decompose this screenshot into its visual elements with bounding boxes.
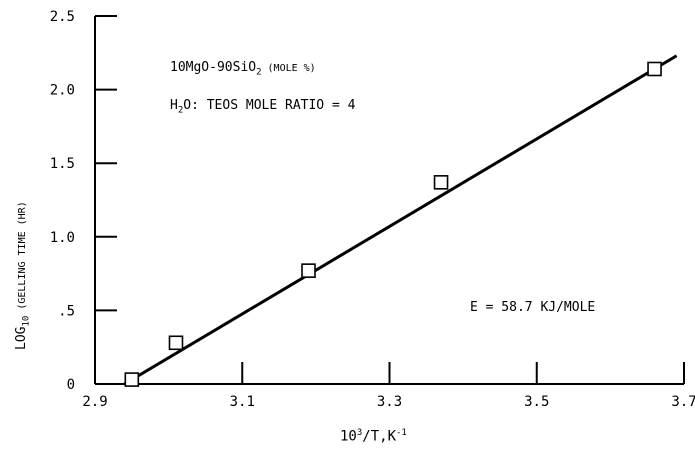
composition-annotation: 10MgO-90SiO2 (MOLE %)	[170, 60, 316, 78]
y-tick-label: 1.5	[50, 156, 75, 172]
activation-energy-annotation: E = 58.7 KJ/MOLE	[470, 300, 596, 315]
x-tick-label: 3.7	[671, 394, 695, 410]
y-tick-label: 2.5	[50, 9, 75, 25]
y-tick-label: 2.0	[50, 83, 75, 99]
y-tick-label: 1.0	[50, 230, 75, 246]
x-tick-label: 3.5	[524, 394, 549, 410]
data-point-square	[433, 175, 449, 190]
x-tick-label: 3.3	[377, 394, 402, 410]
x-tick-label: 2.9	[82, 394, 107, 410]
data-point-square	[124, 372, 140, 387]
data-point-square	[301, 263, 316, 278]
x-tick-label: 3.1	[230, 394, 255, 410]
fit-line-group	[123, 54, 678, 386]
tick-marks	[94, 15, 685, 385]
fit-line	[123, 54, 678, 386]
y-tick-label: .5	[58, 303, 75, 319]
x-axis-label: 103/T,K-1	[340, 428, 407, 445]
ratio-annotation: H2O: TEOS MOLE RATIO = 4	[170, 98, 356, 116]
tick-labels: 0 .5 1.0 1.5 2.0 2.5 2.9 3.1 3.3 3.5 3.7	[50, 9, 695, 410]
data-points	[124, 61, 662, 387]
data-point-square	[647, 61, 662, 77]
data-point-square	[168, 335, 184, 351]
y-axis-label: LOG10 (GELLING TIME (HR)	[14, 201, 32, 350]
y-tick-label: 0	[67, 377, 75, 393]
